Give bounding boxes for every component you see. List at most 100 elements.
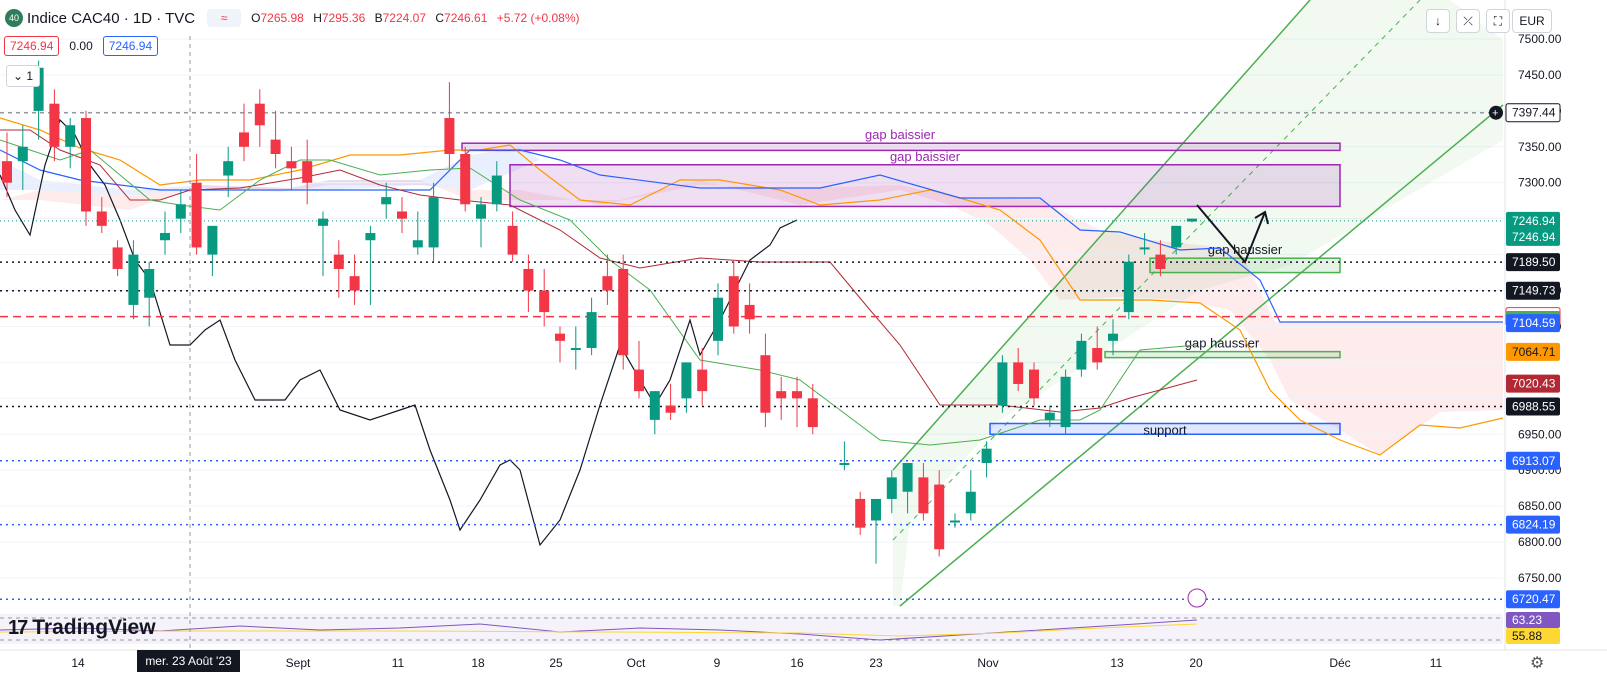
zone-box[interactable] [461,142,1341,152]
candle[interactable] [934,484,945,550]
candle[interactable] [17,146,28,162]
candle[interactable] [223,161,234,176]
alert-icon[interactable] [1187,588,1207,608]
candle[interactable] [428,197,439,248]
compare-icon[interactable]: ≈ [207,9,242,27]
candle[interactable] [555,333,565,341]
candle[interactable] [333,254,344,269]
candle[interactable] [807,398,818,428]
candle[interactable] [476,204,486,219]
candle[interactable] [634,369,644,392]
candle[interactable] [2,161,12,183]
candle[interactable] [412,240,423,248]
candle[interactable] [523,268,534,291]
candle[interactable] [728,276,739,327]
candle[interactable] [1108,333,1118,341]
candle[interactable] [665,405,676,413]
price-label[interactable] [1506,451,1560,470]
price-label[interactable] [1506,590,1560,609]
candle[interactable] [713,297,723,341]
candle[interactable] [902,463,913,492]
candle[interactable] [302,161,313,183]
candle[interactable] [1139,247,1150,250]
candle[interactable] [697,369,708,392]
price-label[interactable] [1506,374,1560,393]
candle[interactable] [81,118,91,212]
candle[interactable] [491,175,502,205]
ask-price[interactable]: 7246.94 [102,36,159,56]
candle[interactable] [96,211,107,226]
candle[interactable] [49,103,60,147]
candle[interactable] [871,498,881,521]
price-label[interactable] [1506,342,1560,361]
candle[interactable] [507,225,518,255]
candle[interactable] [318,218,328,226]
price-label[interactable] [1506,515,1560,534]
candle[interactable] [792,391,802,399]
zone-box[interactable] [989,422,1341,436]
candle[interactable] [286,161,297,169]
gear-icon[interactable]: ⚙ [1530,655,1545,672]
price-label[interactable] [1506,211,1560,230]
candle[interactable] [570,348,581,351]
currency-selector[interactable]: EUR [1512,9,1552,33]
candle[interactable] [1155,254,1166,269]
candle[interactable] [981,448,992,464]
candle[interactable] [618,268,629,356]
candle[interactable] [144,268,155,298]
candle[interactable] [744,304,755,320]
candle[interactable] [1044,412,1055,420]
collapse-icon[interactable]: ⤫ [1456,9,1480,33]
candle[interactable] [1060,376,1071,428]
candle[interactable] [191,182,202,248]
plus-icon[interactable] [1489,105,1503,120]
candle[interactable] [65,125,76,147]
price-label[interactable] [1506,397,1560,416]
candle[interactable] [254,103,265,126]
candle[interactable] [855,498,866,528]
candle[interactable] [776,391,787,399]
indicators-toggle[interactable]: ⌄ 1 [6,65,41,87]
symbol-title[interactable]: Indice CAC40 · 1D · TVC [27,9,196,27]
candle[interactable] [397,211,407,219]
candle[interactable] [349,276,360,291]
candle[interactable] [444,118,455,154]
candle[interactable] [128,254,139,305]
zone-box[interactable] [509,164,1341,208]
candle[interactable] [997,362,1008,406]
candle[interactable] [160,233,170,241]
candle[interactable] [1123,261,1134,313]
zone-box[interactable] [1149,257,1341,274]
candle[interactable] [602,276,613,291]
candle[interactable] [365,233,376,241]
bid-price[interactable]: 7246.94 [4,36,60,56]
candle[interactable] [175,204,186,219]
candle[interactable] [1076,340,1087,370]
price-label[interactable] [1506,253,1560,272]
candle[interactable] [1092,348,1103,363]
candle[interactable] [1171,225,1182,248]
candle[interactable] [1013,362,1024,384]
candle[interactable] [760,355,771,413]
candle[interactable] [207,225,218,255]
candle[interactable] [1029,369,1039,399]
price-label[interactable] [1506,314,1560,333]
candle[interactable] [1187,218,1197,222]
candle[interactable] [460,153,471,205]
price-label[interactable] [1506,281,1560,300]
fullscreen-icon[interactable]: ⛶ [1486,9,1510,33]
price-label[interactable] [1505,103,1561,123]
candle[interactable] [586,312,597,349]
candle[interactable] [839,463,850,466]
candle[interactable] [965,491,976,514]
candle[interactable] [33,67,44,111]
candle[interactable] [681,362,692,399]
candle[interactable] [381,197,392,205]
candle[interactable] [649,391,660,420]
candle[interactable] [950,520,960,523]
candle[interactable] [239,132,249,147]
candle[interactable] [270,139,281,154]
candle[interactable] [918,477,929,514]
candle[interactable] [539,290,550,313]
